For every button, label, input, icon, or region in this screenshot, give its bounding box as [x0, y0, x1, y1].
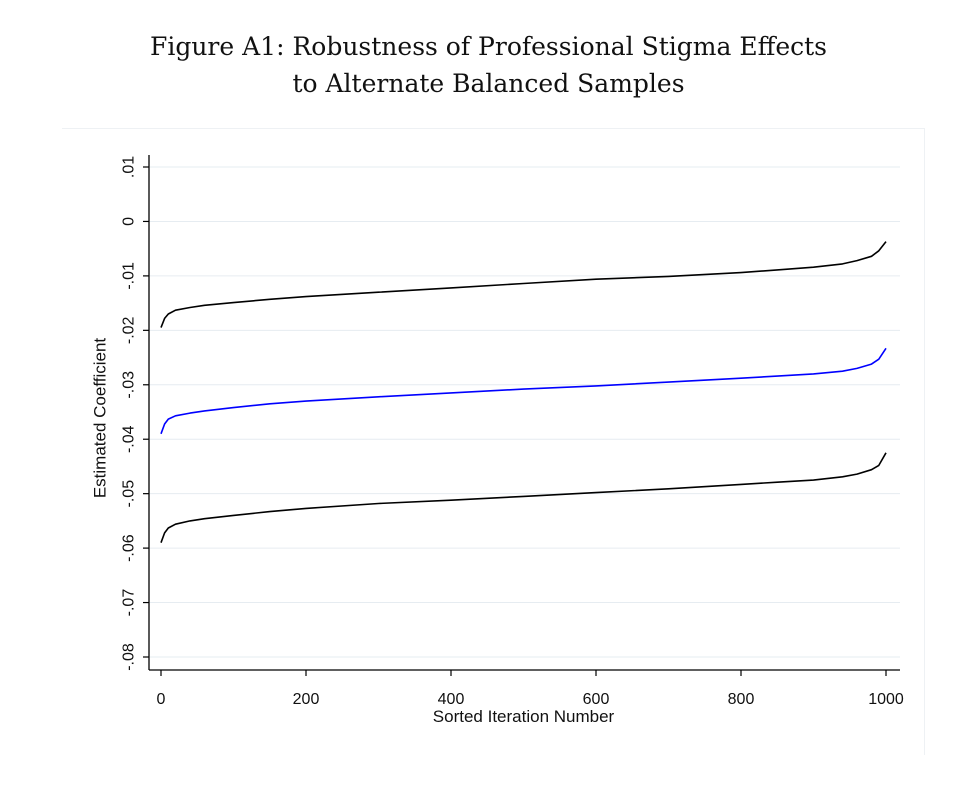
y-tick-label: -.03: [121, 371, 138, 399]
x-axis-title: Sorted Iteration Number: [433, 707, 615, 726]
axes: -.08 -.07 -.06 -.05 -.04 -.03 -.02 -.01 0 .01 0 200…: [121, 155, 904, 708]
x-tick-label: 600: [583, 691, 610, 708]
figure-title-line-2: to Alternate Balanced Samples: [292, 69, 685, 98]
series-line-1: [160, 347, 887, 435]
x-tick-label: 1000: [868, 691, 904, 708]
figure-title: Figure A1: Robustness of Professional St…: [0, 28, 977, 102]
y-tick-label: -.07: [121, 589, 138, 617]
y-tick-label: -.04: [121, 425, 138, 453]
x-tick-label: 0: [157, 691, 166, 708]
x-tick-label: 800: [728, 691, 755, 708]
x-tick-label: 400: [438, 691, 465, 708]
series-lines: [160, 241, 887, 543]
y-tick-label: -.06: [121, 534, 138, 562]
y-tick-label: 0: [121, 217, 138, 226]
x-tick-label: 200: [293, 691, 320, 708]
figure-title-line-1: Figure A1: Robustness of Professional St…: [149, 32, 827, 61]
series-line-2: [160, 452, 887, 543]
grid-lines: [150, 166, 900, 658]
y-tick-label: -.01: [121, 262, 138, 290]
y-tick-label: -.02: [121, 316, 138, 344]
series-line-0: [160, 241, 887, 328]
y-axis-title: Estimated Coefficient: [91, 338, 110, 499]
y-tick-label: -.05: [121, 480, 138, 508]
plot-frame: [62, 128, 925, 755]
y-tick-label: -.08: [121, 643, 138, 671]
y-tick-label: .01: [121, 156, 138, 178]
